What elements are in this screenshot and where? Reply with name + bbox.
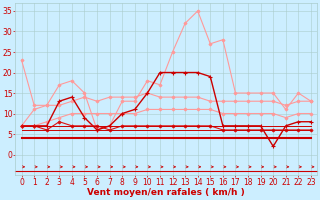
X-axis label: Vent moyen/en rafales ( km/h ): Vent moyen/en rafales ( km/h ) <box>87 188 245 197</box>
